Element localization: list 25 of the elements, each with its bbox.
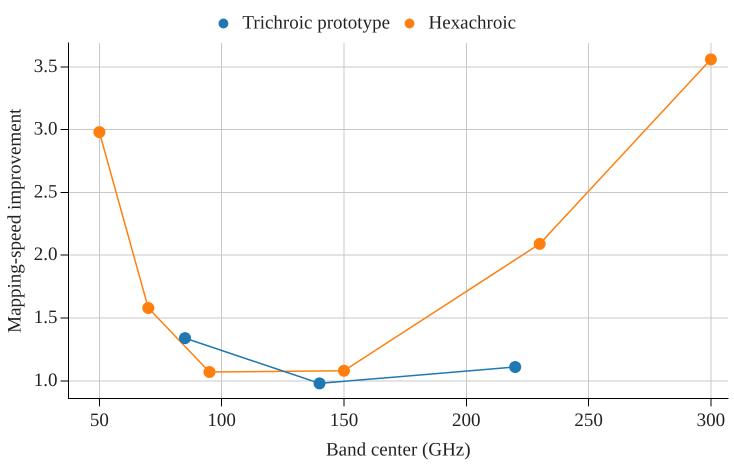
legend-label: Trichroic prototype xyxy=(242,12,390,34)
x-tick-label: 100 xyxy=(207,410,236,431)
point xyxy=(142,302,154,314)
point xyxy=(704,53,717,66)
point xyxy=(534,238,546,250)
point xyxy=(203,366,216,378)
legend-label: Hexachroic xyxy=(428,12,516,34)
x-tick-label: 200 xyxy=(452,410,481,431)
point xyxy=(338,364,350,377)
y-tick-label: 2.5 xyxy=(34,181,58,202)
x-tick-label: 150 xyxy=(330,410,358,431)
x-tick-label: 250 xyxy=(574,410,603,431)
x-tick-label: 300 xyxy=(696,410,726,431)
point xyxy=(178,332,191,344)
y-tick-label: 2.0 xyxy=(34,244,58,266)
y-tick-label: 1.5 xyxy=(34,307,58,328)
point xyxy=(314,377,326,390)
y-tick-label: 1.0 xyxy=(34,370,58,391)
x-tick-label: 50 xyxy=(90,410,109,431)
y-tick-label: 3.5 xyxy=(34,56,58,77)
y-tick-label: 3.0 xyxy=(34,118,58,140)
y-axis-title: Mapping-speed improvement xyxy=(4,108,26,333)
point xyxy=(509,361,522,374)
x-axis-title: Band center (GHz) xyxy=(326,440,471,461)
point xyxy=(93,126,106,138)
